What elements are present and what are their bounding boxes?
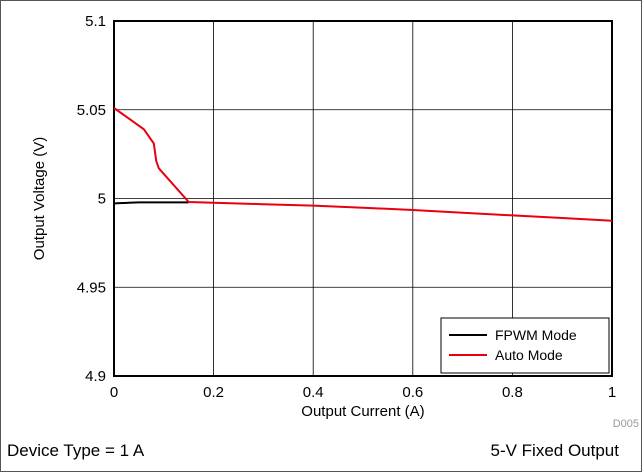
fixed-output-note: 5-V Fixed Output [490,441,619,460]
y-tick-label: 4.9 [85,368,106,385]
y-tick-label: 5.1 [85,13,106,30]
series-line-auto-mode [113,107,613,222]
y-tick-label: 4.95 [77,279,106,296]
x-tick-label: 0.4 [303,384,324,401]
y-axis-label: Output Voltage (V) [31,137,48,260]
device-type-note: Device Type = 1 A [7,441,145,460]
series-line-fpwm-mode [113,201,189,205]
tick-labels: 0 0.2 0.4 0.6 0.8 1 4.9 4.95 5 5.05 5.1 [77,13,616,401]
legend: FPWM Mode Auto Mode [440,317,610,374]
x-tick-label: 0.6 [402,384,423,401]
legend-entry: FPWM Mode [495,327,577,343]
legend-entry: Auto Mode [495,347,563,363]
x-tick-label: 0 [110,384,118,401]
x-tick-label: 1 [608,384,616,401]
x-tick-label: 0.2 [203,384,224,401]
series-layer [113,107,613,222]
figure-code: D005 [613,418,639,430]
plot-area-border [113,20,613,377]
x-tick-label: 0.8 [502,384,523,401]
y-tick-label: 5.05 [77,102,106,119]
y-tick-label: 5 [98,191,106,208]
legend-box [440,317,610,374]
x-axis-label: Output Current (A) [301,403,424,420]
